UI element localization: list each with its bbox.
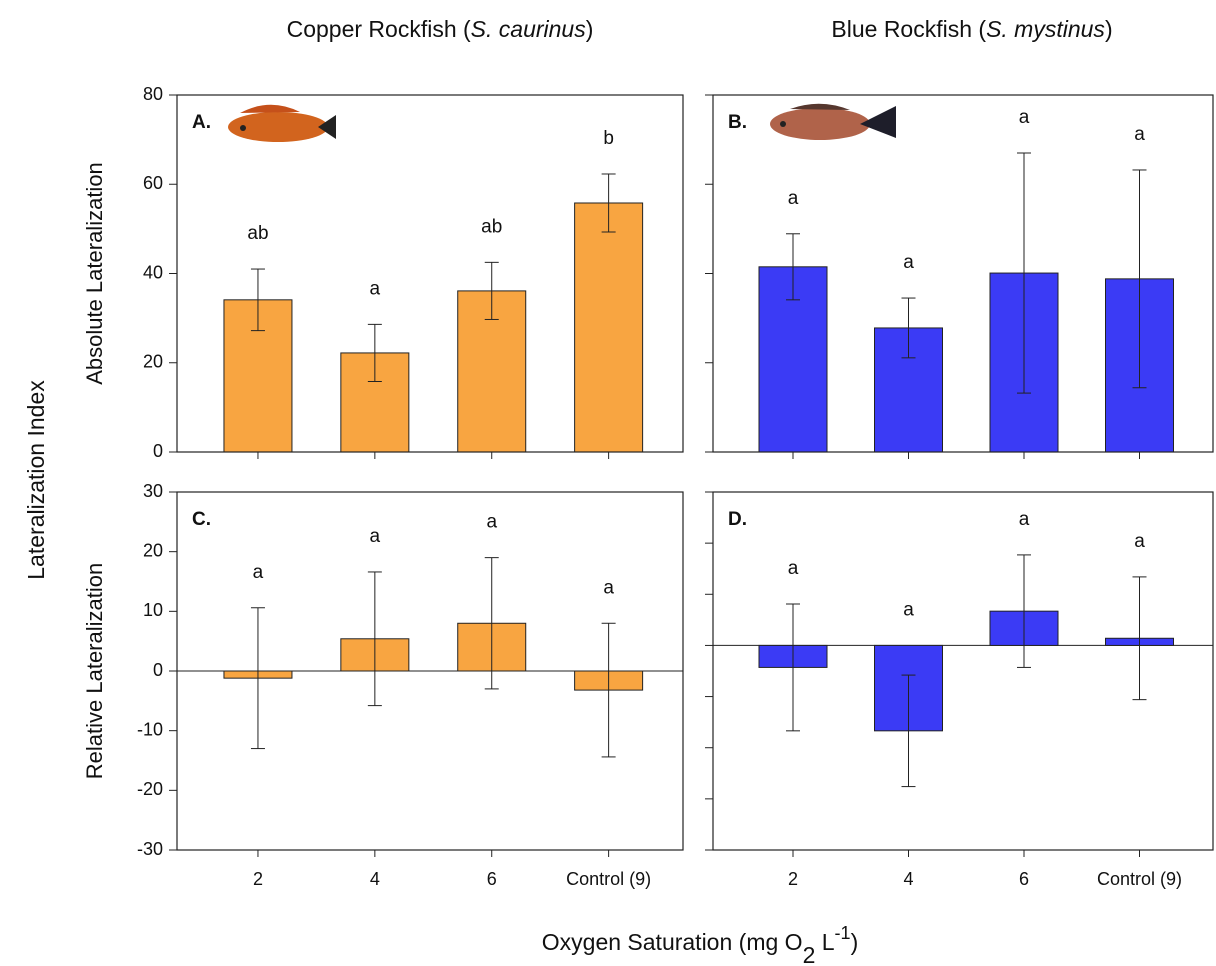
error-bar <box>367 571 382 707</box>
y-axis-label: Relative Lateralization <box>82 563 107 779</box>
error-bar <box>786 603 800 732</box>
error-bar <box>1132 576 1147 701</box>
x-tick-label: 6 <box>1019 869 1029 889</box>
error-bar <box>484 557 499 690</box>
y-axis-label: Absolute Lateralization <box>82 162 107 385</box>
error-bar <box>786 233 800 301</box>
panel-label: D. <box>728 509 747 530</box>
error-bar <box>601 622 616 758</box>
significance-letter: a <box>788 558 799 579</box>
x-tick-label: 4 <box>903 869 913 889</box>
significance-letter: a <box>1019 107 1030 128</box>
x-tick-label: Control (9) <box>566 869 651 889</box>
y-tick-label: 80 <box>143 84 163 104</box>
y-tick-label: 0 <box>153 441 163 461</box>
x-tick-label: 2 <box>788 869 798 889</box>
error-bar <box>601 173 616 233</box>
error-bar <box>1132 169 1147 389</box>
significance-letter: b <box>603 128 614 149</box>
significance-letter: a <box>1134 531 1145 552</box>
y-tick-label: 20 <box>143 540 163 560</box>
column-title: Copper Rockfish (S. caurinus) <box>287 16 594 42</box>
error-bar <box>1017 152 1031 394</box>
error-bar <box>901 297 916 359</box>
x-tick-label: 6 <box>487 869 497 889</box>
fish-icon <box>228 104 336 142</box>
significance-letter: a <box>903 252 914 273</box>
panel-label: A. <box>192 112 211 133</box>
significance-letter: a <box>253 562 264 583</box>
significance-letter: a <box>370 278 381 299</box>
panel-label: C. <box>192 509 211 530</box>
x-tick-label: 2 <box>253 869 263 889</box>
x-tick-label: Control (9) <box>1097 869 1182 889</box>
significance-letter: a <box>1019 509 1030 530</box>
fish-icon <box>770 103 896 140</box>
significance-letter: a <box>603 577 614 598</box>
panel: 2 a 4 a 6 a Control (9) a D. <box>705 491 1214 889</box>
significance-letter: a <box>486 512 497 533</box>
panel: 0 20 40 60 80 Absolute Lateralization ab a ab b A. <box>82 84 684 461</box>
significance-letter: a <box>788 188 799 209</box>
y-tick-label: 30 <box>143 481 163 501</box>
significance-letter: a <box>1134 124 1145 145</box>
panel: a a a a B. <box>705 94 1214 459</box>
error-bar <box>367 323 382 382</box>
plot-frame <box>176 94 684 453</box>
y-tick-label: 60 <box>143 173 163 193</box>
significance-letter: a <box>903 599 914 620</box>
y-tick-label: -20 <box>137 779 163 799</box>
y-tick-label: 40 <box>143 262 163 282</box>
plot-frame <box>176 491 684 851</box>
plot-frame <box>712 94 1214 453</box>
x-tick-label: 4 <box>370 869 380 889</box>
y-tick-label: 0 <box>153 660 163 680</box>
significance-letter: a <box>370 526 381 547</box>
error-bar <box>1017 554 1031 668</box>
significance-letter: ab <box>247 223 268 244</box>
significance-letter: ab <box>481 216 502 237</box>
panel-label: B. <box>728 112 747 133</box>
y-tick-label: -30 <box>137 839 163 859</box>
bar <box>574 202 644 453</box>
plot-frame <box>712 491 1214 851</box>
x-axis-title: Oxygen Saturation (mg O2 L-1) <box>542 923 858 966</box>
y-tick-label: -10 <box>137 719 163 739</box>
y-tick-label: 10 <box>143 600 163 620</box>
error-bar <box>250 607 265 750</box>
column-title: Blue Rockfish (S. mystinus) <box>831 16 1112 42</box>
error-bar <box>250 268 265 332</box>
y-axis-title: Lateralization Index <box>23 380 49 580</box>
panel: -30 -20 -10 0 10 20 30 Relative Lateralization 2… <box>82 481 684 889</box>
error-bar <box>901 674 916 788</box>
error-bar <box>484 261 499 320</box>
y-tick-label: 20 <box>143 352 163 372</box>
